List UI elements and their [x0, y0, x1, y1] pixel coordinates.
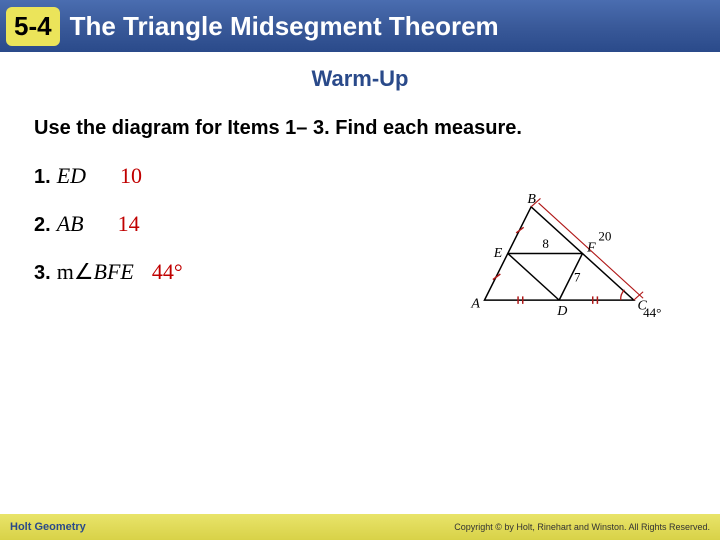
item-number: 2.	[34, 214, 51, 237]
dim-label-bc: 20	[598, 228, 612, 243]
seg-label-ef: 8	[542, 236, 549, 251]
item-label: ED	[57, 163, 86, 189]
item-answer: 10	[120, 163, 142, 189]
svg-text:E: E	[493, 246, 503, 261]
svg-text:B: B	[527, 192, 536, 207]
footer-bar: Holt Geometry Copyright © by Holt, Rineh…	[0, 514, 720, 540]
item-answer: 14	[118, 211, 140, 237]
warmup-heading: Warm-Up	[0, 66, 720, 92]
header-title: The Triangle Midsegment Theorem	[70, 11, 499, 42]
item-answer: 44°	[152, 259, 183, 285]
item-label: AB	[57, 211, 84, 237]
footer-copyright: Copyright © by Holt, Rinehart and Winsto…	[454, 522, 710, 532]
header-bar: 5-4 The Triangle Midsegment Theorem	[0, 0, 720, 52]
instructions-text: Use the diagram for Items 1– 3. Find eac…	[34, 116, 634, 141]
svg-text:D: D	[556, 304, 567, 319]
item-label: m∠BFE	[57, 259, 134, 285]
item-1: 1. ED 10	[34, 163, 686, 189]
angle-label-c: 44°	[643, 305, 661, 320]
svg-text:A: A	[470, 297, 480, 312]
footer-brand: Holt Geometry	[10, 521, 86, 533]
item-number: 1.	[34, 166, 51, 189]
svg-text:F: F	[586, 241, 596, 256]
triangle-diagram: A B C D E F 8 7 20 44°	[460, 190, 690, 335]
seg-label-fd: 7	[574, 269, 581, 284]
section-badge: 5-4	[6, 7, 60, 46]
item-number: 3.	[34, 262, 51, 285]
